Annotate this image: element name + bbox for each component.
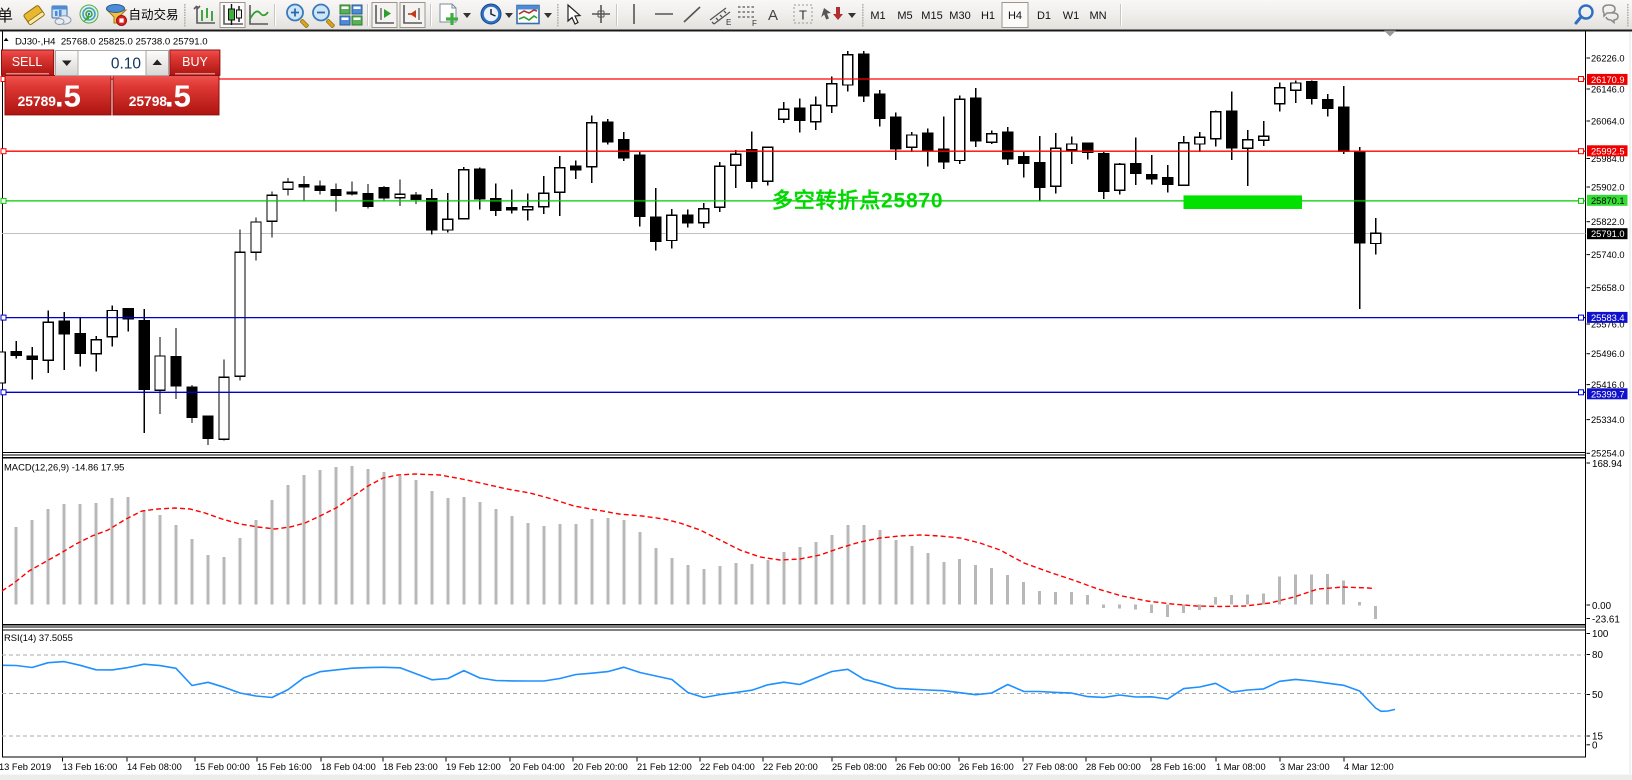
svg-text:0.00: 0.00 — [1592, 601, 1612, 612]
svg-text:19 Feb 12:00: 19 Feb 12:00 — [446, 762, 501, 772]
svg-text:100: 100 — [1592, 629, 1609, 640]
svg-text:4 Mar 12:00: 4 Mar 12:00 — [1344, 762, 1394, 772]
svg-text:28 Feb 00:00: 28 Feb 00:00 — [1086, 762, 1141, 772]
svg-text:18 Feb 04:00: 18 Feb 04:00 — [321, 762, 376, 772]
svg-text:25 Feb 08:00: 25 Feb 08:00 — [832, 762, 887, 772]
svg-text:26064.0: 26064.0 — [1591, 116, 1625, 126]
svg-text:MACD(12,26,9) -14.86 17.95: MACD(12,26,9) -14.86 17.95 — [4, 462, 124, 473]
svg-text:T: T — [799, 8, 807, 23]
svg-text:M30: M30 — [949, 10, 970, 22]
svg-text:26146.0: 26146.0 — [1591, 84, 1625, 94]
svg-text:RSI(14) 37.5055: RSI(14) 37.5055 — [4, 632, 73, 643]
svg-text:25902.0: 25902.0 — [1591, 182, 1625, 192]
svg-text:-23.61: -23.61 — [1592, 615, 1620, 626]
svg-text:25822.0: 25822.0 — [1591, 217, 1625, 227]
svg-text:168.94: 168.94 — [1592, 459, 1623, 470]
svg-text:26226.0: 26226.0 — [1591, 53, 1625, 63]
svg-text:DJ30-,H4 25768.0 25825.0 2573: DJ30-,H4 25768.0 25825.0 25738.0 25791.0 — [15, 36, 208, 47]
svg-text:25798: 25798 — [129, 94, 168, 109]
svg-text:14 Feb 08:00: 14 Feb 08:00 — [127, 762, 182, 772]
svg-text:80: 80 — [1592, 650, 1603, 661]
svg-text:25658.0: 25658.0 — [1591, 283, 1625, 293]
svg-text:15 Feb 16:00: 15 Feb 16:00 — [257, 762, 312, 772]
svg-text:1 Mar 08:00: 1 Mar 08:00 — [1216, 762, 1266, 772]
svg-text:A: A — [768, 7, 778, 24]
svg-text:25254.0: 25254.0 — [1591, 449, 1625, 459]
svg-text:BUY: BUY — [182, 55, 208, 69]
svg-text:D1: D1 — [1037, 10, 1051, 22]
svg-text:26 Feb 16:00: 26 Feb 16:00 — [959, 762, 1014, 772]
svg-text:M15: M15 — [921, 10, 942, 22]
svg-text:25789: 25789 — [18, 94, 57, 109]
svg-text:27 Feb 08:00: 27 Feb 08:00 — [1023, 762, 1078, 772]
svg-text:M1: M1 — [870, 10, 885, 22]
svg-text:20 Feb 04:00: 20 Feb 04:00 — [510, 762, 565, 772]
svg-text:SELL: SELL — [12, 55, 43, 69]
svg-text:W1: W1 — [1063, 10, 1080, 22]
svg-text:25334.0: 25334.0 — [1591, 415, 1625, 425]
svg-text:13 Feb 16:00: 13 Feb 16:00 — [63, 762, 118, 772]
svg-text:25992.5: 25992.5 — [1591, 146, 1625, 156]
svg-text:0.10: 0.10 — [111, 55, 142, 72]
svg-text:13 Feb 2019: 13 Feb 2019 — [0, 762, 51, 772]
svg-text:15 Feb 00:00: 15 Feb 00:00 — [195, 762, 250, 772]
svg-text:H4: H4 — [1008, 10, 1022, 22]
svg-text:3 Mar 23:00: 3 Mar 23:00 — [1280, 762, 1330, 772]
svg-text:50: 50 — [1592, 690, 1603, 701]
svg-text:28 Feb 16:00: 28 Feb 16:00 — [1151, 762, 1206, 772]
svg-text:25576.0: 25576.0 — [1591, 319, 1625, 329]
svg-text:25740.0: 25740.0 — [1591, 250, 1625, 260]
svg-text:21 Feb 12:00: 21 Feb 12:00 — [637, 762, 692, 772]
svg-text:22 Feb 20:00: 22 Feb 20:00 — [763, 762, 818, 772]
svg-text:15: 15 — [1592, 732, 1603, 743]
svg-text:.5: .5 — [55, 79, 81, 114]
svg-text:20 Feb 20:00: 20 Feb 20:00 — [573, 762, 628, 772]
svg-text:.5: .5 — [165, 79, 191, 114]
svg-text:25416.0: 25416.0 — [1591, 380, 1625, 390]
svg-text:18 Feb 23:00: 18 Feb 23:00 — [383, 762, 438, 772]
svg-text:M5: M5 — [897, 10, 912, 22]
svg-text:多空转折点25870: 多空转折点25870 — [772, 189, 943, 213]
svg-text:25870.1: 25870.1 — [1591, 196, 1625, 206]
svg-text:MN: MN — [1089, 10, 1106, 22]
svg-text:25496.0: 25496.0 — [1591, 349, 1625, 359]
svg-text:0: 0 — [1592, 740, 1598, 751]
svg-text:25399.7: 25399.7 — [1591, 389, 1625, 399]
svg-text:E: E — [726, 18, 731, 27]
svg-text:25984.0: 25984.0 — [1591, 154, 1625, 164]
svg-text:F: F — [752, 19, 757, 28]
svg-text:22 Feb 04:00: 22 Feb 04:00 — [700, 762, 755, 772]
svg-text:25791.0: 25791.0 — [1591, 229, 1625, 239]
svg-text:26 Feb 00:00: 26 Feb 00:00 — [896, 762, 951, 772]
svg-text:25583.4: 25583.4 — [1591, 313, 1625, 323]
svg-text:单: 单 — [0, 7, 13, 25]
svg-text:H1: H1 — [981, 10, 995, 22]
svg-text:26170.9: 26170.9 — [1591, 75, 1625, 85]
svg-text:自动交易: 自动交易 — [129, 7, 179, 22]
